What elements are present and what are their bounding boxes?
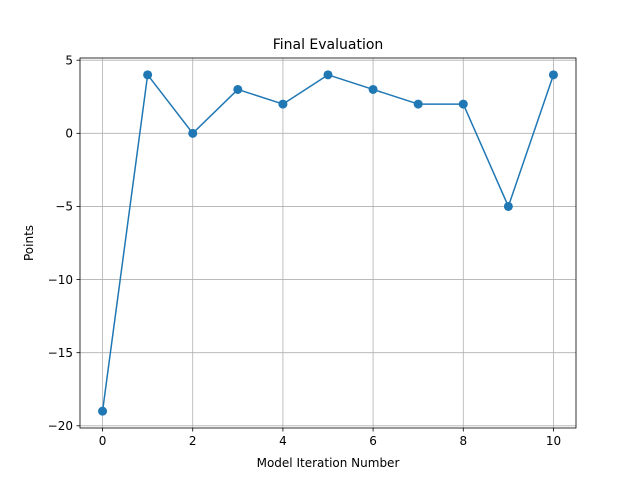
y-tick-label: −15 [48,346,73,360]
y-tick-label: 5 [65,53,73,67]
data-point [98,406,108,416]
y-tick-label: −20 [48,419,73,433]
plot-frame [79,57,577,429]
data-point [458,99,468,109]
series-line [101,74,555,412]
x-tick-label: 0 [99,434,107,448]
data-point [368,84,378,94]
data-point [323,70,333,80]
data-point [233,84,243,94]
y-tick-label: −10 [48,273,73,287]
y-tick-label: 0 [65,127,73,141]
x-tick-label: 10 [546,434,561,448]
data-point [188,128,198,138]
series [98,70,558,416]
data-point [278,99,288,109]
data-point [413,99,423,109]
x-tick-label: 6 [369,434,377,448]
axis-ticks: 0 2 4 6 8 10 5 0 −5 −10 −15 −20 [48,53,561,448]
data-point [503,201,513,211]
chart-title: Final Evaluation [273,37,384,53]
grid [80,58,576,428]
x-tick-label: 8 [459,434,467,448]
x-tick-label: 4 [279,434,287,448]
x-axis-label: Model Iteration Number [257,456,400,470]
data-point [548,70,558,80]
x-tick-label: 2 [189,434,197,448]
y-axis-label: Points [22,225,36,261]
data-point [143,70,153,80]
y-tick-label: −5 [55,200,73,214]
